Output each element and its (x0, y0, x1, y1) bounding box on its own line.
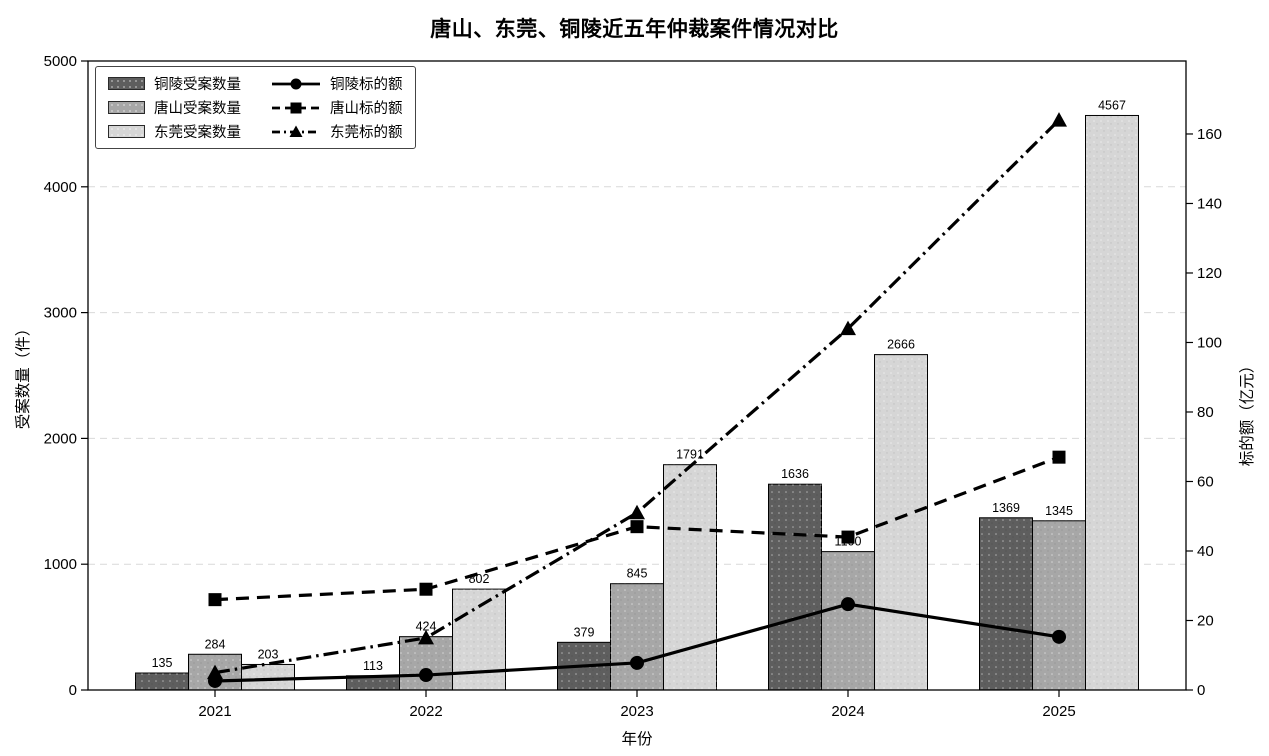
x-tick-label: 2021 (198, 703, 231, 720)
triangle-marker (207, 664, 223, 680)
bar-texture (346, 675, 400, 690)
legend-swatch (108, 77, 145, 90)
triangle-marker-icon (289, 125, 303, 137)
bar-texture (979, 517, 1033, 690)
triangle-marker (840, 320, 856, 336)
right-tick-label: 80 (1197, 404, 1214, 421)
legend-item-line: 东莞标的额 (271, 121, 403, 142)
left-tick-label: 3000 (44, 305, 77, 322)
y-axis-label-right: 标的额（亿元） (1239, 357, 1256, 467)
triangle-marker (629, 504, 645, 520)
square-marker-icon (290, 102, 302, 113)
square-marker (841, 530, 855, 544)
left-tick-label: 5000 (44, 53, 77, 70)
right-tick-label: 20 (1197, 612, 1214, 629)
bar-value-label: 135 (152, 656, 173, 670)
legend-label: 东莞标的额 (330, 125, 403, 141)
right-tick-label: 60 (1197, 473, 1214, 490)
line-series-1 (208, 597, 1066, 688)
left-tick-label: 0 (69, 682, 77, 699)
bar-texture (610, 583, 664, 690)
y-axis-label-left: 受案数量（件） (15, 320, 32, 430)
legend-swatch (108, 125, 145, 138)
x-tick-label: 2025 (1042, 703, 1075, 720)
bar-value-label: 1345 (1045, 504, 1073, 518)
legend-label: 铜陵受案数量 (154, 77, 241, 93)
bar-value-label: 845 (627, 567, 648, 581)
right-tick-label: 100 (1197, 334, 1222, 351)
triangle-marker (418, 629, 434, 645)
chart-title: 唐山、东莞、铜陵近五年仲裁案件情况对比 (430, 18, 839, 41)
left-tick-label: 4000 (44, 179, 77, 196)
legend-label: 铜陵标的额 (330, 77, 403, 93)
bar-texture (663, 464, 717, 690)
legend-line-sample (272, 78, 320, 89)
bar-texture (135, 673, 189, 690)
legend-item-bar: 唐山受案数量 (108, 97, 241, 118)
square-marker (208, 593, 222, 607)
legend-label: 东莞受案数量 (154, 125, 241, 141)
circle-marker-icon (290, 78, 302, 89)
bar-value-label: 424 (416, 620, 437, 634)
line-series-2 (208, 450, 1066, 607)
square-marker (419, 582, 433, 596)
circle-marker (1052, 629, 1066, 644)
x-tick-label: 2024 (831, 703, 864, 720)
legend-item-line: 铜陵标的额 (271, 73, 403, 94)
chart-legend: 铜陵受案数量 唐山受案数量 东莞受案数量 铜陵标的额唐山标的额东莞标的额 (95, 66, 416, 149)
right-tick-label: 160 (1197, 126, 1222, 143)
bar-value-label: 1636 (781, 467, 809, 481)
bar-value-label: 4567 (1098, 98, 1126, 112)
x-tick-label: 2023 (620, 703, 653, 720)
legend-label: 唐山标的额 (330, 101, 403, 117)
bar-texture (874, 354, 928, 690)
bar-value-label: 2666 (887, 338, 915, 352)
right-tick-label: 0 (1197, 682, 1205, 699)
triangle-marker (1051, 112, 1067, 127)
bar-texture (452, 589, 506, 690)
bar-value-label: 1791 (676, 448, 704, 462)
left-tick-label: 2000 (44, 430, 77, 447)
right-tick-label: 120 (1197, 265, 1222, 282)
legend-label: 唐山受案数量 (154, 101, 241, 117)
axis-ticks: 0 1000 2000 3000 4000 5000 0 20 40 60 80 100 120 140 1… (44, 53, 1222, 720)
right-tick-label: 140 (1197, 195, 1222, 212)
x-tick-label: 2022 (409, 703, 442, 720)
legend-item-line: 唐山标的额 (271, 97, 403, 118)
right-tick-label: 40 (1197, 543, 1214, 560)
bar-value-label: 203 (258, 647, 279, 661)
left-tick-label: 1000 (44, 556, 77, 573)
bar-texture (1085, 115, 1139, 691)
circle-marker (630, 655, 644, 670)
square-marker (630, 520, 644, 534)
bar-value-label: 379 (574, 625, 595, 639)
legend-item-bar: 铜陵受案数量 (108, 73, 241, 94)
x-axis-label: 年份 (621, 731, 653, 748)
legend-line-sample (272, 125, 320, 137)
bar-texture (768, 484, 822, 690)
line-series-3 (207, 112, 1067, 680)
legend-swatch (108, 101, 145, 114)
bar-texture (1032, 520, 1086, 690)
bar-value-label: 284 (205, 637, 226, 651)
circle-marker (419, 668, 433, 683)
bar-value-label: 1369 (992, 501, 1020, 515)
legend-item-bar: 东莞受案数量 (108, 121, 241, 142)
circle-marker (841, 597, 855, 612)
square-marker (1052, 450, 1066, 464)
bar-texture (821, 551, 875, 690)
bar-texture (241, 664, 295, 690)
bar-value-label: 113 (363, 659, 383, 673)
legend-line-sample (272, 102, 320, 113)
